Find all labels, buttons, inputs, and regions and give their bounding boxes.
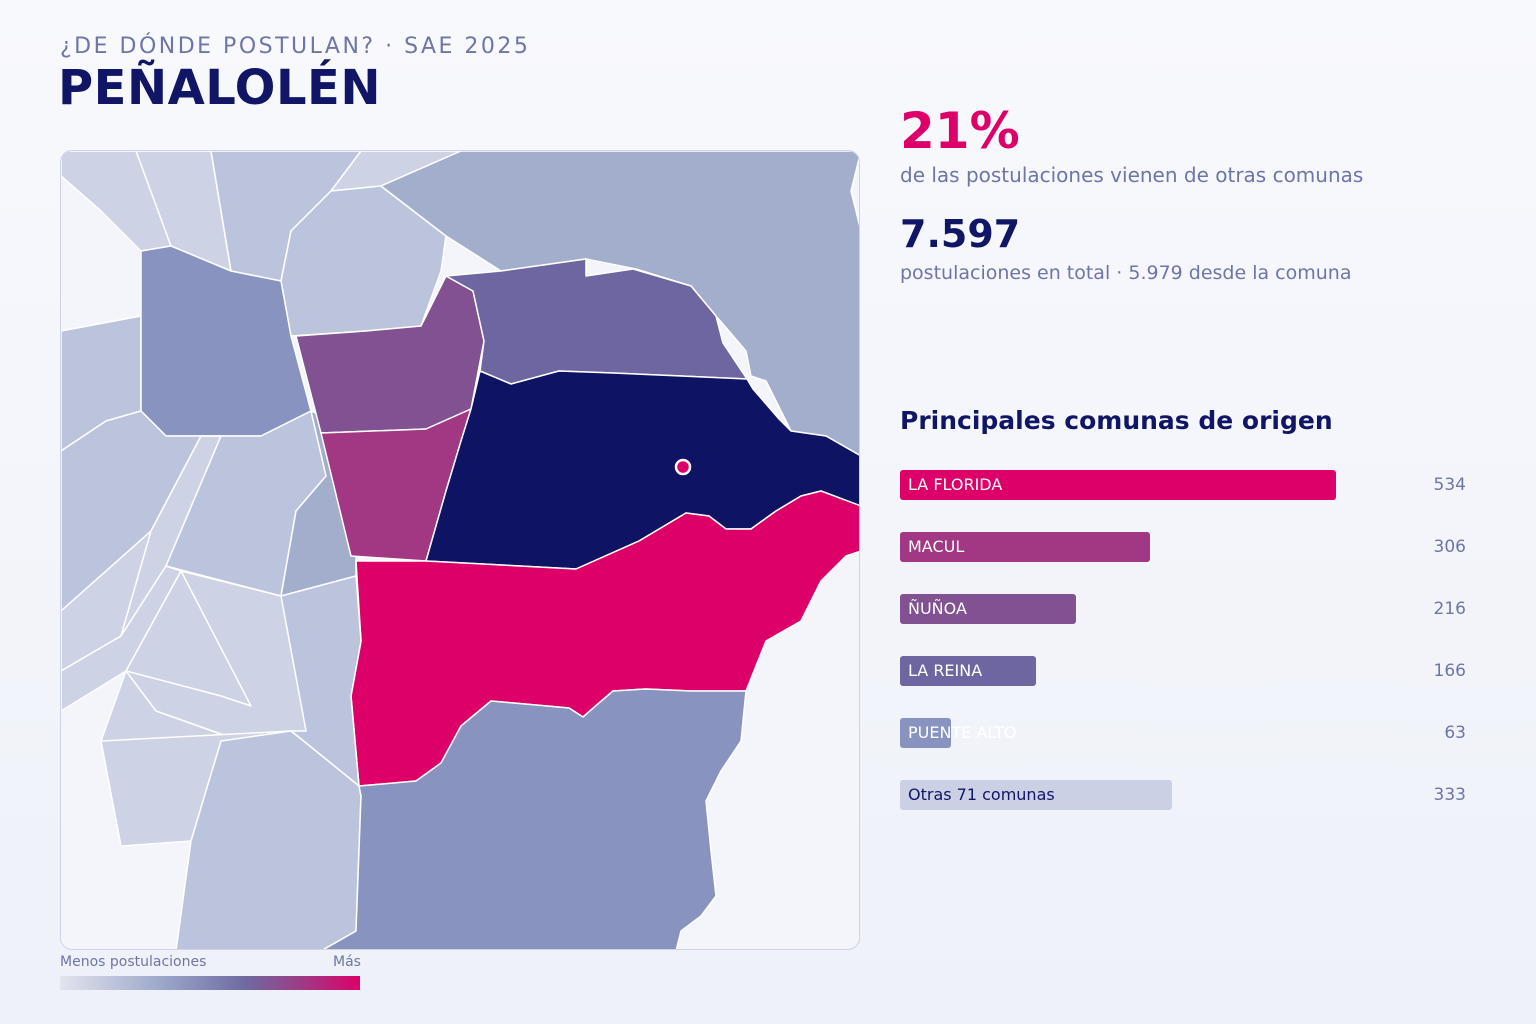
ranking-label: LA FLORIDA [908, 475, 1003, 494]
ranking-label: Otras 71 comunas [908, 785, 1055, 804]
ranking-bar [900, 594, 1076, 624]
stat-total-label: postulaciones en total · 5.979 desde la … [900, 262, 1352, 284]
ranking-value: 63 [1444, 723, 1466, 743]
stat-percentage-label: de las postulaciones vienen de otras com… [900, 163, 1364, 187]
ranking-value: 306 [1433, 537, 1466, 557]
ranking-row[interactable]: LA FLORIDA 534 [900, 470, 1466, 500]
header-kicker: ¿DE DÓNDE POSTULAN? · SAE 2025 [60, 34, 531, 59]
ranking-bar [900, 470, 1336, 500]
choropleth-map [60, 150, 860, 950]
ranking-row[interactable]: ÑUÑOA 216 [900, 594, 1466, 624]
ranking-value: 534 [1433, 475, 1466, 495]
ranking-row[interactable]: MACUL 306 [900, 532, 1466, 562]
ranking-row[interactable]: LA REINA 166 [900, 656, 1466, 686]
ranking-value: 166 [1433, 661, 1466, 681]
ranking-label: MACUL [908, 537, 965, 556]
ranking-label: LA REINA [908, 661, 983, 680]
stat-percentage: 21% [900, 102, 1020, 160]
stat-total: 7.597 [900, 212, 1021, 256]
ranking-row[interactable]: PUENTE ALTO 63 [900, 718, 1466, 748]
legend-low-label: Menos postulaciones [60, 954, 207, 970]
ranking-value: 333 [1433, 785, 1466, 805]
legend-gradient-bar [60, 976, 360, 990]
map-comuna-puente-alto[interactable] [316, 688, 747, 950]
ranking-bar [900, 532, 1150, 562]
ranking-bar [900, 718, 951, 748]
ranking-title: Principales comunas de origen [900, 406, 1333, 435]
ranking-value: 216 [1433, 599, 1466, 619]
penalolen-location-marker[interactable] [674, 458, 692, 476]
ranking-label: PUENTE ALTO [908, 723, 1017, 742]
legend-high-label: Más [333, 954, 361, 970]
map-svg [61, 151, 859, 950]
ranking-label: ÑUÑOA [908, 599, 967, 618]
ranking-bar [900, 780, 1172, 810]
ranking-bar [900, 656, 1036, 686]
page-title: PEÑALOLÉN [58, 60, 382, 116]
ranking-row[interactable]: Otras 71 comunas 333 [900, 780, 1466, 810]
